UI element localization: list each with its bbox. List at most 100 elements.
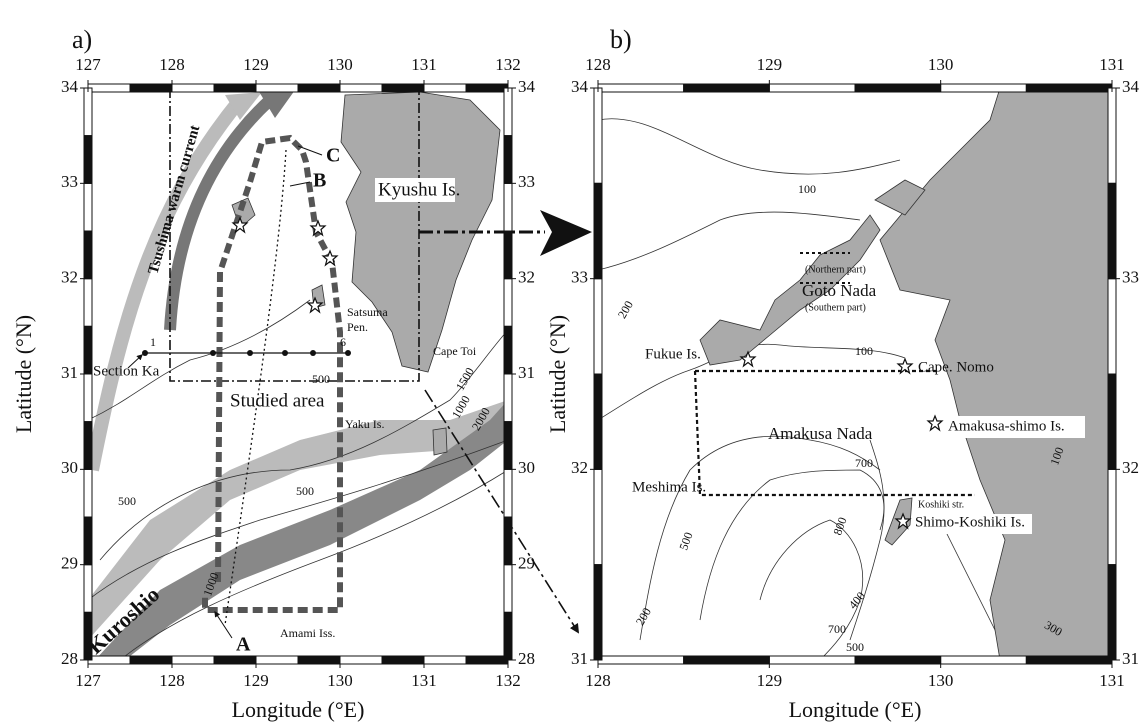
frame-bar (597, 655, 685, 665)
pointer (214, 610, 233, 639)
contour (87, 439, 509, 601)
x-tick-label: 130 (327, 671, 353, 690)
contour (699, 469, 885, 621)
frame-bar (83, 278, 93, 327)
frame-bar (593, 564, 603, 661)
frame-bar (940, 655, 1027, 665)
frame-bar (423, 83, 467, 93)
y-tick-label: 34 (571, 77, 589, 96)
y-tick-label: 32 (1122, 458, 1139, 477)
frame-bar (683, 83, 770, 93)
x-tick-label: 128 (585, 55, 611, 74)
frame-bar (339, 83, 383, 93)
frame-bar (1107, 182, 1117, 280)
annotation: 6 (340, 335, 346, 349)
frame-bar (83, 421, 93, 470)
frame-bar (83, 373, 93, 423)
frame-bar (1107, 564, 1117, 661)
y-tick-label: 29 (518, 554, 535, 573)
frame-bar (503, 421, 513, 470)
frame-bar (503, 564, 513, 613)
contour-label: 100 (798, 182, 816, 196)
annotation: Studied area (230, 390, 325, 411)
frame-bar (503, 278, 513, 327)
y-tick-label: 33 (61, 172, 78, 191)
annotation: (Southern part) (805, 302, 866, 313)
contour (119, 469, 509, 661)
contour-label: 500 (676, 530, 695, 552)
frame-bar (597, 83, 685, 93)
x-tick-label: 129 (757, 55, 783, 74)
tsushima-light-head (225, 92, 262, 120)
goto-islands (699, 214, 881, 366)
annotation: Amakusa Nada (768, 424, 873, 443)
frame-bar (465, 655, 509, 665)
tsushima-light (85, 95, 246, 472)
x-tick-label: 132 (495, 671, 521, 690)
contour-label: 100 (1047, 445, 1066, 467)
annotation: 1 (150, 335, 156, 349)
contour (639, 435, 881, 641)
y-axis-label: Latitude (°N) (545, 315, 570, 433)
annotation: Koshiki str. (918, 499, 964, 510)
x-tick-label: 131 (411, 55, 437, 74)
y-tick-label: 31 (1122, 649, 1139, 668)
frame-bar (87, 83, 131, 93)
stations (142, 350, 351, 356)
contour-label: 500 (312, 372, 330, 386)
y-tick-label: 34 (1122, 77, 1140, 96)
x-tick-label: 130 (928, 55, 954, 74)
frame-bar (854, 83, 942, 93)
y-tick-label: 31 (61, 363, 78, 382)
frame-bar (87, 655, 131, 665)
x-tick-label: 129 (243, 671, 269, 690)
subregion-box (800, 252, 850, 284)
annotation: (Northern part) (805, 264, 866, 275)
annotation: Cape. Nomo (918, 359, 994, 375)
frame-bar (255, 655, 299, 665)
contour-label: 700 (828, 622, 846, 636)
frame-bar (213, 83, 257, 93)
panel-b (597, 87, 1113, 661)
frame-bar (1107, 468, 1117, 566)
annotation: C (326, 145, 340, 167)
x-tick-label: 131 (1099, 55, 1125, 74)
y-tick-label: 32 (518, 268, 535, 287)
label-bg (375, 178, 455, 202)
pointer (289, 181, 311, 187)
frame-bar (83, 135, 93, 184)
x-tick-label: 127 (75, 55, 101, 74)
label-bg (945, 416, 1085, 438)
region-box (169, 88, 420, 382)
tsushima-dark-head (258, 90, 295, 118)
x-tick-label: 130 (327, 55, 353, 74)
zoom-arrow (424, 389, 580, 634)
annotation: Satsuma (347, 305, 388, 319)
frame-bar (1107, 373, 1117, 470)
frame-bar (503, 373, 513, 423)
frame-bar (683, 655, 770, 665)
y-tick-label: 31 (518, 363, 535, 382)
frame-bar (255, 83, 299, 93)
frame-bar (129, 83, 173, 93)
x-tick-label: 132 (495, 55, 521, 74)
annotation: B (313, 170, 326, 192)
track-dotted (224, 149, 287, 626)
contour-label: 500 (846, 640, 864, 654)
kuroshio-light (88, 400, 508, 640)
frame-bar (129, 655, 173, 665)
frame-bar (768, 83, 856, 93)
y-tick-label: 31 (571, 649, 588, 668)
frame-bar (423, 655, 467, 665)
annotation: Fukue Is. (645, 346, 701, 362)
frame-bar (83, 564, 93, 613)
frame-bar (503, 325, 513, 375)
frame-bar (83, 516, 93, 566)
frame-bar (1107, 278, 1117, 375)
x-tick-label: 130 (928, 671, 954, 690)
x-axis-label: Longitude (°E) (232, 697, 365, 722)
frame-bar (503, 182, 513, 232)
x-tick-label: 131 (411, 671, 437, 690)
